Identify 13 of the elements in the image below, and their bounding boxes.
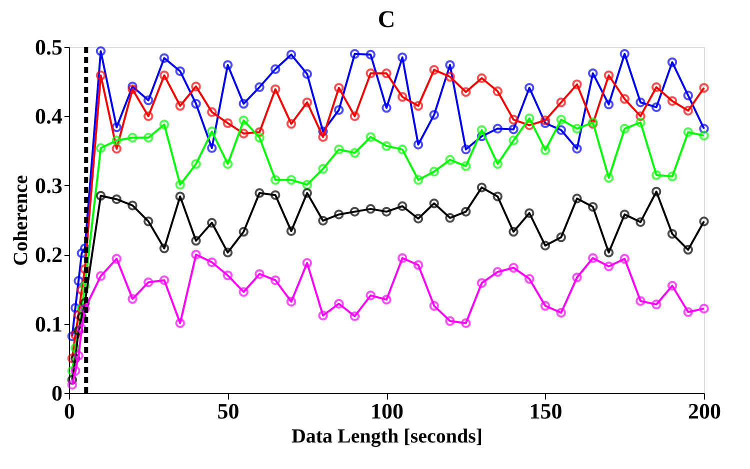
y-tick-label: 0.3 [35, 172, 62, 198]
x-tick-label: 200 [688, 398, 721, 424]
y-tick-label: 0.4 [35, 104, 62, 129]
x-tick-label: 150 [529, 398, 562, 424]
y-axis-title: Coherence [10, 175, 32, 266]
x-tick-label: 50 [217, 398, 240, 424]
x-axis-title: Data Length [seconds] [291, 426, 483, 448]
chart-title: C [378, 7, 396, 33]
y-tick-label: 0.1 [35, 311, 62, 336]
y-tick-label: 0.2 [35, 242, 62, 268]
x-tick-label: 100 [370, 398, 404, 424]
y-tick-label: 0 [52, 380, 62, 406]
y-tick-label: 0.5 [35, 34, 62, 60]
